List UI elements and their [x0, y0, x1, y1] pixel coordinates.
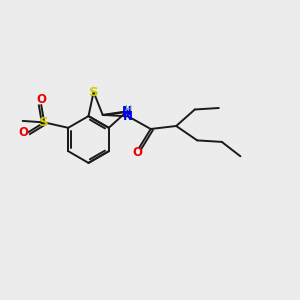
Text: N: N	[122, 105, 132, 118]
Text: O: O	[133, 146, 143, 160]
Text: O: O	[36, 93, 46, 106]
Text: H: H	[125, 105, 133, 115]
Text: S: S	[39, 116, 49, 129]
Text: S: S	[89, 85, 98, 98]
Text: N: N	[123, 110, 133, 123]
Text: O: O	[18, 125, 28, 139]
